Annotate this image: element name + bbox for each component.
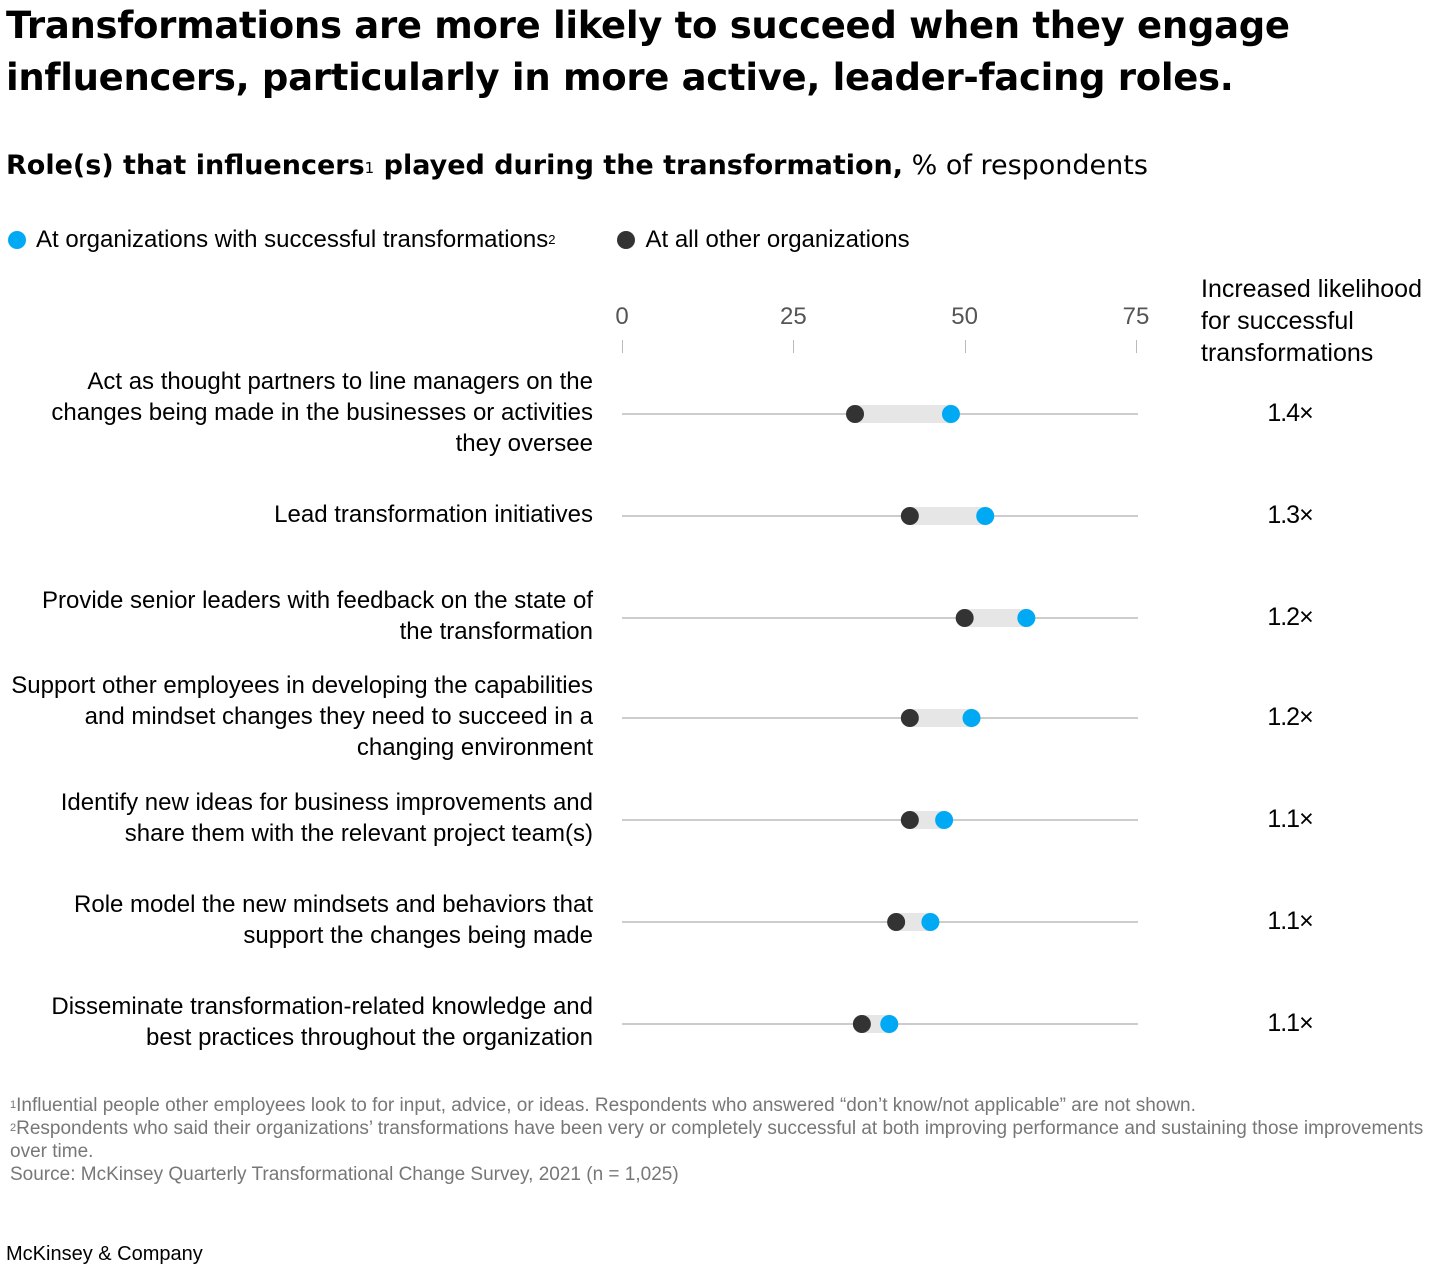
dot-other-6 — [887, 913, 906, 931]
x-tick-mark-75 — [1136, 340, 1137, 353]
x-tick-label-0: 0 — [615, 303, 629, 330]
dot-successful-4 — [962, 709, 981, 727]
likelihood-value-7: 1.1× — [1267, 1009, 1313, 1037]
footnote-1-marker: 1 — [10, 1099, 17, 1111]
subtitle-bold-1: Role(s) that influencers — [6, 150, 365, 181]
range-bar-6 — [896, 913, 931, 931]
legend-marker-other — [617, 231, 636, 249]
category-label-7: Disseminate transformation-related knowl… — [51, 993, 593, 1051]
dot-successful-2 — [976, 507, 995, 525]
likelihood-value-5: 1.1× — [1267, 805, 1313, 833]
footnote-2: 2Respondents who said their organization… — [10, 1117, 1430, 1163]
likelihood-value-6: 1.1× — [1267, 907, 1313, 935]
legend: At organizations with successful transfo… — [8, 222, 972, 258]
category-label-3: Provide senior leaders with feedback on … — [42, 587, 593, 645]
footnote-1: 1Influential people other employees look… — [10, 1094, 1430, 1117]
category-label-1: Act as thought partners to line managers… — [51, 367, 593, 457]
legend-item-other: At all other organizations — [617, 222, 910, 258]
likelihood-value-3: 1.2× — [1267, 603, 1313, 631]
x-tick-mark-50 — [964, 340, 966, 353]
subtitle-footnote-ref: 1 — [364, 159, 375, 177]
x-tick-mark-25 — [793, 340, 795, 353]
x-tick-label-25: 25 — [779, 303, 807, 330]
category-label-2: Lead transformation initiatives — [274, 500, 593, 528]
dot-successful-6 — [921, 913, 940, 931]
source-note: Source: McKinsey Quarterly Transformatio… — [10, 1164, 679, 1185]
range-bar-5 — [909, 811, 945, 829]
x-tick-label-75: 75 — [1122, 303, 1150, 330]
footnotes: 1Influential people other employees look… — [10, 1094, 1430, 1186]
category-label-4: Support other employees in developing th… — [11, 671, 593, 761]
likelihood-value-1: 1.4× — [1267, 399, 1313, 427]
dot-other-1 — [846, 405, 865, 423]
dot-other-5 — [900, 811, 919, 829]
subtitle-bold-2: played during the transformation, — [374, 150, 904, 181]
dot-other-2 — [900, 507, 919, 525]
category-label-5: Identify new ideas for business improvem… — [60, 789, 593, 847]
dot-successful-1 — [941, 405, 960, 423]
dot-other-7 — [852, 1015, 871, 1033]
chart-title: Transformations are more likely to succe… — [6, 4, 1290, 99]
subtitle-unit: % of respondents — [903, 150, 1148, 181]
x-tick-mark-0 — [622, 340, 623, 353]
likelihood-value-2: 1.3× — [1267, 501, 1313, 529]
legend-item-successful: At organizations with successful transfo… — [8, 222, 555, 258]
footnote-2-text: Respondents who said their organizations… — [10, 1118, 1424, 1162]
range-bar-2 — [909, 507, 986, 525]
dot-successful-5 — [935, 811, 954, 829]
chart-subtitle: Role(s) that influencers1 played during … — [6, 146, 1148, 186]
likelihood-header: Increased likelihood for successful tran… — [1201, 275, 1422, 367]
category-label-6: Role model the new mindsets and behavior… — [74, 891, 593, 949]
footnote-2-marker: 2 — [10, 1122, 17, 1134]
legend-marker-successful — [8, 231, 26, 249]
legend-label-other: At all other organizations — [645, 226, 910, 253]
dot-other-3 — [955, 609, 974, 627]
range-bar-1 — [855, 405, 951, 423]
legend-footnote-ref: 2 — [548, 232, 556, 247]
dot-other-4 — [900, 709, 919, 727]
likelihood-value-4: 1.2× — [1267, 703, 1313, 731]
x-tick-label-50: 50 — [951, 303, 978, 330]
dot-successful-7 — [880, 1015, 899, 1033]
dot-successful-3 — [1017, 609, 1036, 627]
range-bar-3 — [964, 609, 1027, 627]
brand-logo-text: McKinsey & Company — [6, 1243, 203, 1265]
range-bar-4 — [909, 709, 972, 727]
legend-label-successful: At organizations with successful transfo… — [36, 226, 549, 253]
footnote-1-text: Influential people other employees look … — [16, 1095, 1196, 1116]
